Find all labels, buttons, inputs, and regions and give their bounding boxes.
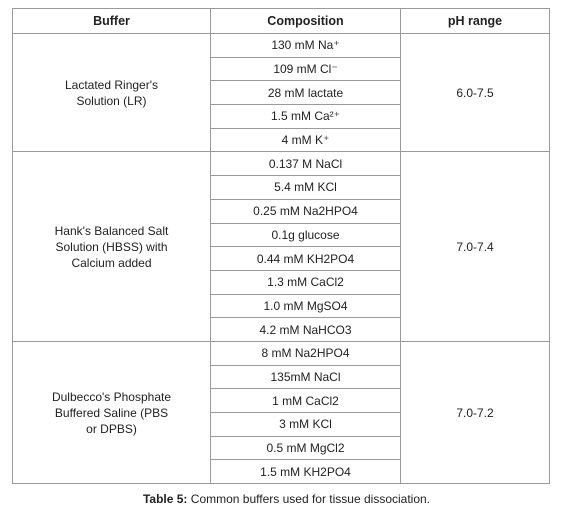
row: 28 mM lactate [13,80,550,106]
composition-cell: 130 mM Na⁺ [210,33,401,58]
header-cell: pH range [400,8,550,34]
buffer-table: Buffer Composition pH range Lactated Rin… [12,8,550,485]
row: 135mM NaCl [13,364,550,390]
buffer-cell: Dulbecco's Phosphate Buffered Saline (PB… [12,340,211,485]
composition-cell: 8 mM Na2HPO4 [210,340,401,366]
row: 4.2 mM NaHCO3 [13,317,550,342]
row: 3 mM KCl [13,412,550,437]
row: 1.0 mM MgSO4 [13,293,550,319]
composition-cell: 28 mM lactate [210,80,401,106]
header-cell: Buffer [12,8,211,34]
row: Hank's Balanced Salt Solution (HBSS) wit… [12,151,550,342]
composition-cell: 1 mM CaCl2 [210,388,401,413]
composition-cell: 0.44 mM KH2PO4 [210,246,401,271]
header-cell: Composition [210,8,401,34]
composition-cell: 1.3 mM CaCl2 [210,269,401,295]
row: 0.1g glucose [13,222,550,248]
composition-cell: 1.5 mM Ca²⁺ [210,104,401,129]
caption-text: Common buffers used for tissue dissociat… [190,492,431,506]
row: 1.3 mM CaCl2 [13,269,550,295]
composition-cell: 0.1g glucose [210,222,401,248]
composition-cell: 0.5 mM MgCl2 [210,435,401,461]
row: 5.4 mM KCl [13,175,550,200]
ph-cell: 7.0-7.4 [400,151,550,342]
ph-cell: 6.0-7.5 [400,32,550,153]
buffer-name: Hank's Balanced Salt Solution (HBSS) wit… [54,223,169,270]
composition-cell: 1.0 mM MgSO4 [210,293,401,319]
row: 1 mM CaCl2 [13,388,550,413]
row: 4 mM K⁺ [13,127,550,153]
caption-label: Table 5: [142,492,188,506]
composition-cell: 4.2 mM NaHCO3 [210,317,401,342]
composition-cell: 109 mM Cl⁻ [210,56,401,82]
composition-cell: 1.5 mM KH2PO4 [210,459,401,485]
table-body: Lactated Ringer's Solution (LR) 130 mM Na… [12,32,550,485]
row: 1.5 mM KH2PO4 [13,459,550,485]
row: 0.44 mM KH2PO4 [13,246,550,271]
row: 109 mM Cl⁻ [13,56,550,82]
composition-cell: 0.25 mM Na2HPO4 [210,198,401,224]
buffer-cell: Hank's Balanced Salt Solution (HBSS) wit… [12,151,211,342]
row: Dulbecco's Phosphate Buffered Saline (PB… [12,340,550,485]
composition-cell: 3 mM KCl [210,412,401,437]
header-row: Buffer Composition pH range [12,8,550,34]
buffer-name: Lactated Ringer's Solution (LR) [64,77,158,108]
composition-cell: 5.4 mM KCl [210,175,401,200]
composition-cell: 0.137 M NaCl [210,151,401,177]
composition-cell: 4 mM K⁺ [210,127,401,153]
composition-cell: 135mM NaCl [210,364,401,390]
row: 1.5 mM Ca²⁺ [13,104,550,129]
row: 0.5 mM MgCl2 [13,435,550,461]
ph-cell: 7.0-7.2 [400,340,550,485]
buffer-cell: Lactated Ringer's Solution (LR) [12,32,211,153]
row: Lactated Ringer's Solution (LR) 130 mM Na… [12,32,550,153]
caption: Table 5: Common buffers used for tissue … [0,492,573,506]
row: 0.25 mM Na2HPO4 [13,198,550,224]
table-wrap: Buffer Composition pH range Lactated Rin… [12,8,550,485]
buffer-name: Dulbecco's Phosphate Buffered Saline (PB… [51,389,172,436]
